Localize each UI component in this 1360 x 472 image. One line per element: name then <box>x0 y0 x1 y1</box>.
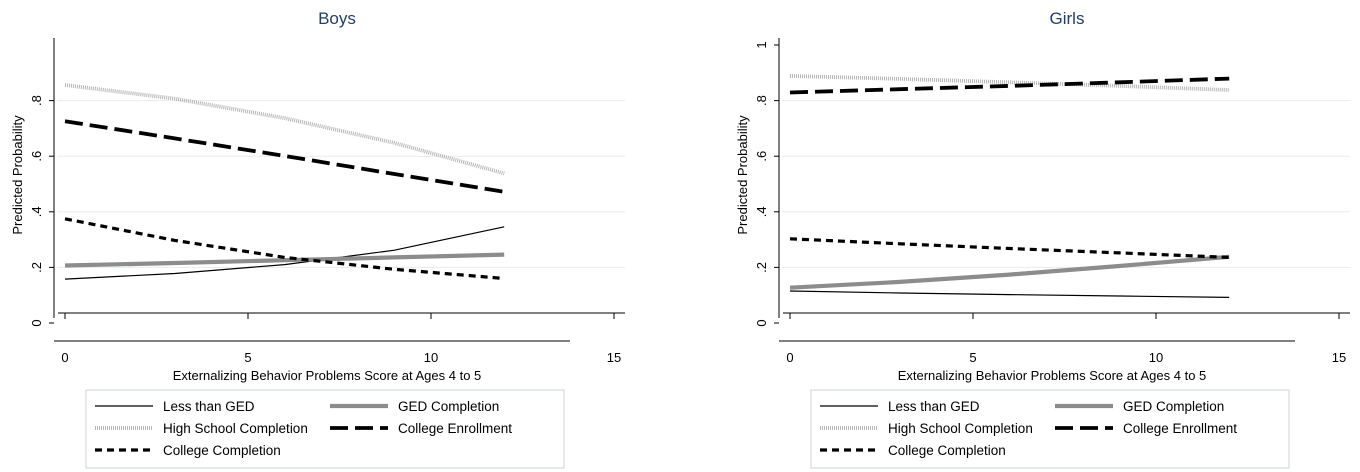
legend-label: GED Completion <box>1123 399 1224 414</box>
chart-title: Girls <box>1050 9 1085 28</box>
series-line-college-completion <box>789 237 1230 259</box>
y-tick-label: .4 <box>754 206 769 217</box>
series-line-high-school-completion <box>789 74 1230 92</box>
series-line-less-than-ged <box>64 226 505 280</box>
series-line-college-completion <box>64 217 505 281</box>
legend-label: High School Completion <box>163 421 308 436</box>
chart-title: Boys <box>318 9 356 28</box>
y-tick-label: 0 <box>754 319 769 326</box>
legend-label: Less than GED <box>888 399 980 414</box>
y-axis-label: Predicted Probability <box>10 115 25 235</box>
x-tick-label: 15 <box>607 350 621 365</box>
series-line-less-than-ged <box>789 290 1230 298</box>
legend <box>810 389 1290 469</box>
x-tick-label: 5 <box>969 350 976 365</box>
legend-label: GED Completion <box>398 399 499 414</box>
y-axis-label: Predicted Probability <box>735 115 750 235</box>
legend <box>85 389 565 469</box>
legend-label: College Enrollment <box>398 421 512 436</box>
series-line-high-school-completion <box>64 83 505 176</box>
legend-label: College Completion <box>163 443 281 458</box>
legend-label: Less than GED <box>163 399 255 414</box>
series-line-ged-completion <box>789 254 1230 290</box>
y-tick-label: .2 <box>754 262 769 273</box>
y-tick-label: .8 <box>754 95 769 106</box>
y-tick-label: .6 <box>754 151 769 162</box>
y-tick-label: .8 <box>29 95 44 106</box>
series-line-ged-completion <box>64 252 505 268</box>
chart-panel-boys: Boys 0 .2 .4 .6 .8 Predicted Probability 0 5 10 15… <box>10 9 625 469</box>
y-tick-label: 0 <box>29 319 44 326</box>
y-tick-label: .6 <box>29 151 44 162</box>
x-tick-label: 5 <box>244 350 251 365</box>
series-line-college-enrollment <box>789 76 1230 95</box>
x-tick-label: 0 <box>61 350 68 365</box>
x-tick-label: 10 <box>1149 350 1163 365</box>
x-axis-label: Externalizing Behavior Problems Score at… <box>173 368 482 383</box>
x-axis-label: Externalizing Behavior Problems Score at… <box>898 368 1207 383</box>
chart-panel-girls: Girls 0 .2 .4 .6 .8 1 Predicted Probability 0 5 10… <box>735 9 1350 469</box>
x-tick-label: 0 <box>786 350 793 365</box>
y-tick-label: .2 <box>29 262 44 273</box>
x-tick-label: 10 <box>424 350 438 365</box>
legend-label: College Enrollment <box>1123 421 1237 436</box>
legend-label: High School Completion <box>888 421 1033 436</box>
y-tick-label: 1 <box>754 41 769 48</box>
y-tick-label: .4 <box>29 206 44 217</box>
legend-label: College Completion <box>888 443 1006 458</box>
x-tick-label: 15 <box>1332 350 1346 365</box>
